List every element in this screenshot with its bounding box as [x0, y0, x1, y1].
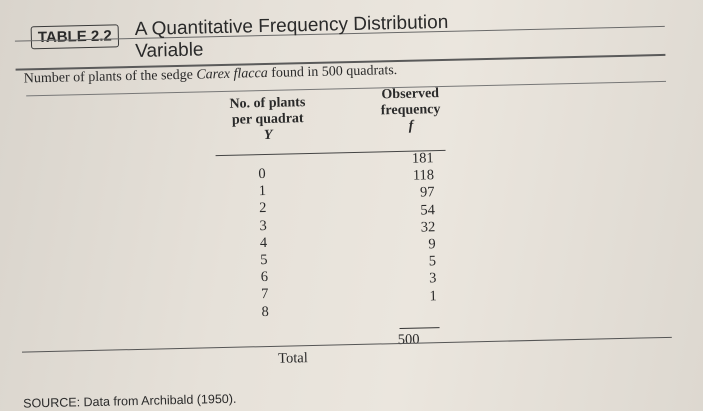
table-label-badge: TABLE 2.2	[30, 24, 120, 50]
source-note: SOURCE: Data from Archibald (1950).	[23, 391, 237, 411]
caption-pre: Number of plants of the sedge	[23, 67, 197, 87]
table-cell-y: 0	[258, 166, 266, 183]
bottom-rule	[21, 336, 672, 353]
table-cell-y: 6	[260, 269, 269, 286]
sum-rule	[399, 327, 440, 330]
table-cell-y: 2	[258, 200, 267, 217]
table-cell-y: 3	[259, 217, 267, 234]
table-cell-y: 8	[261, 303, 269, 320]
col2-symbol: f	[408, 118, 414, 134]
caption-post: found in 500 quadrats.	[267, 63, 398, 81]
table-cell-f: 54	[420, 201, 436, 219]
table-cell-f: 32	[420, 218, 436, 236]
total-label: Total	[278, 350, 308, 367]
table-cell-f: 5	[428, 253, 437, 270]
table-cell-f: 9	[428, 236, 436, 253]
table-title-line2: Variable	[134, 39, 204, 62]
count-column: 0 1 2 3 4 5 6 7 8	[244, 166, 284, 321]
table-cell-f: 118	[412, 167, 435, 184]
table-cell-f: 3	[429, 270, 437, 287]
table-cell-y: 7	[260, 286, 269, 303]
frequency-column: 181 118 97 54 32 9 5 3 1	[384, 150, 437, 306]
table-cell-y: 1	[258, 183, 267, 200]
table-cell-f: 1	[429, 287, 438, 304]
column-header-frequency: Observed frequency f	[360, 86, 461, 136]
total-value: 500	[397, 331, 420, 349]
table-cell-f: 97	[419, 184, 435, 201]
table-cell-y: 5	[260, 251, 268, 269]
table-cell-f: 181	[411, 150, 434, 167]
table-title-line1: A Quantitative Frequency Distribution	[134, 11, 449, 40]
column-header-count: No. of plants per quadrat Y	[207, 95, 328, 146]
table-cell-y: 4	[259, 234, 268, 251]
caption-species: Carex flacca	[196, 65, 268, 83]
col1-symbol: Y	[263, 127, 273, 144]
